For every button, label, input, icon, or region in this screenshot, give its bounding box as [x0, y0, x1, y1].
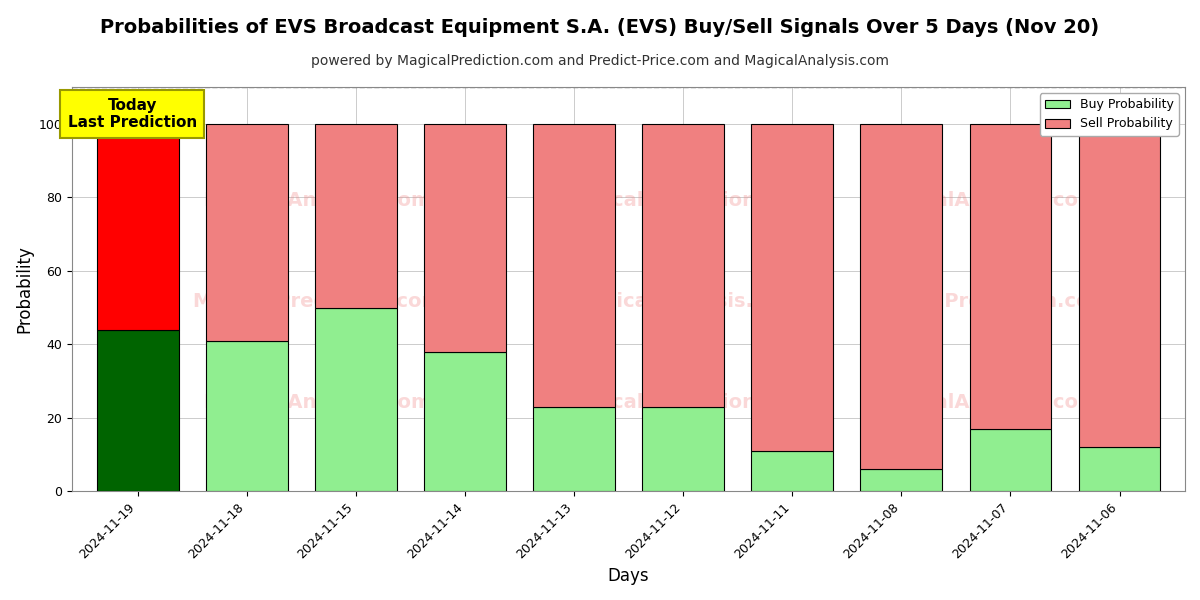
Text: MagicalPrediction.com: MagicalPrediction.com	[192, 292, 442, 311]
X-axis label: Days: Days	[607, 567, 649, 585]
Bar	[751, 451, 833, 491]
Text: MagicalPrediction.com: MagicalPrediction.com	[559, 393, 809, 412]
Bar	[206, 341, 288, 491]
Text: MagicalAnalysis.com: MagicalAnalysis.com	[570, 292, 798, 311]
Legend: Buy Probability, Sell Probability: Buy Probability, Sell Probability	[1040, 93, 1178, 136]
Bar	[970, 429, 1051, 491]
Bar	[533, 124, 614, 407]
Bar	[970, 124, 1051, 429]
Text: MagicalPrediction.com: MagicalPrediction.com	[559, 191, 809, 210]
Text: powered by MagicalPrediction.com and Predict-Price.com and MagicalAnalysis.com: powered by MagicalPrediction.com and Pre…	[311, 54, 889, 68]
Bar	[206, 124, 288, 341]
Bar	[97, 124, 179, 329]
Bar	[97, 329, 179, 491]
Bar	[642, 124, 724, 407]
Bar	[751, 124, 833, 451]
Text: Probabilities of EVS Broadcast Equipment S.A. (EVS) Buy/Sell Signals Over 5 Days: Probabilities of EVS Broadcast Equipment…	[101, 18, 1099, 37]
Bar	[314, 308, 397, 491]
Text: MagicalPrediction.com: MagicalPrediction.com	[860, 292, 1110, 311]
Bar	[860, 124, 942, 469]
Bar	[424, 124, 506, 352]
Bar	[1079, 447, 1160, 491]
Text: MagicalAnalysis.com: MagicalAnalysis.com	[203, 191, 431, 210]
Bar	[314, 124, 397, 308]
Text: MagicalAnalysis.com: MagicalAnalysis.com	[870, 191, 1099, 210]
Bar	[424, 352, 506, 491]
Y-axis label: Probability: Probability	[16, 245, 34, 333]
Bar	[1079, 124, 1160, 447]
Text: MagicalAnalysis.com: MagicalAnalysis.com	[203, 393, 431, 412]
Bar	[533, 407, 614, 491]
Text: Today
Last Prediction: Today Last Prediction	[67, 98, 197, 130]
Bar	[860, 469, 942, 491]
Bar	[642, 407, 724, 491]
Text: MagicalAnalysis.com: MagicalAnalysis.com	[870, 393, 1099, 412]
